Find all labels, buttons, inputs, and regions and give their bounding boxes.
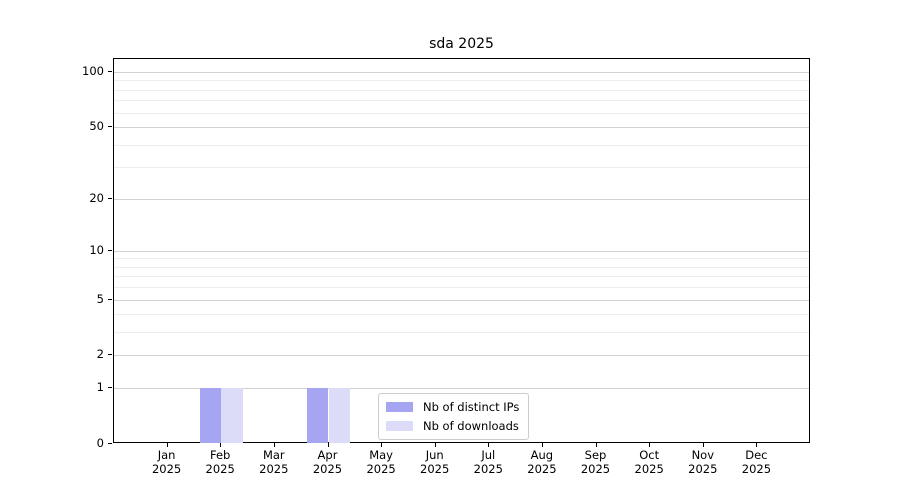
x-tick-mark <box>541 443 543 447</box>
y-gridline-minor <box>114 266 809 268</box>
x-tick-label: Sep 2025 <box>580 448 611 476</box>
y-tick-label: 100 <box>82 64 104 78</box>
y-tick-label: 50 <box>89 119 104 134</box>
legend-label: Nb of downloads <box>423 419 519 433</box>
x-tick-mark <box>649 443 651 447</box>
y-gridline-major <box>114 250 809 252</box>
x-tick-label: Feb 2025 <box>205 448 235 476</box>
y-tick-label: 0 <box>96 436 104 450</box>
x-tick-mark <box>327 443 329 447</box>
x-tick-label: Aug 2025 <box>527 448 557 476</box>
y-tick-label: 5 <box>96 291 104 306</box>
y-tick-label: 1 <box>96 380 104 395</box>
x-tick-mark <box>434 443 436 447</box>
x-tick-label: Dec 2025 <box>741 448 772 476</box>
bar-nb-of-downloads <box>221 388 243 443</box>
y-gridline-minor <box>114 100 809 102</box>
x-tick-label: Apr 2025 <box>312 448 343 476</box>
x-tick-mark <box>220 443 222 447</box>
plot-area: Nb of distinct IPs Nb of downloads <box>113 58 810 443</box>
legend-swatch-icon <box>386 402 413 412</box>
y-gridline-minor <box>114 287 809 289</box>
y-gridline-major <box>114 299 809 301</box>
x-tick-label: Jun 2025 <box>420 448 450 476</box>
y-tick-mark <box>108 197 112 199</box>
y-gridline-major <box>114 388 809 390</box>
legend-item: Nb of distinct IPs <box>386 399 519 415</box>
y-gridline-major <box>114 355 809 357</box>
x-tick-label: May 2025 <box>366 448 396 476</box>
legend: Nb of distinct IPs Nb of downloads <box>378 393 530 440</box>
y-gridline-minor <box>114 276 809 278</box>
y-tick-mark <box>108 71 112 72</box>
y-gridline-minor <box>114 112 809 114</box>
x-tick-mark <box>756 443 758 447</box>
y-tick-mark <box>108 443 112 444</box>
x-tick-mark <box>595 443 597 447</box>
x-tick-mark <box>381 443 383 447</box>
y-gridline-minor <box>114 314 809 316</box>
x-tick-label: Mar 2025 <box>259 448 289 476</box>
bar-nb-of-distinct-ips <box>199 388 222 443</box>
bar-nb-of-distinct-ips <box>307 388 329 443</box>
x-tick-label: Oct 2025 <box>634 448 664 476</box>
x-tick-mark <box>488 443 490 447</box>
x-tick-label: Nov 2025 <box>688 448 718 476</box>
y-gridline-minor <box>114 89 809 91</box>
y-gridline-minor <box>114 144 809 146</box>
x-tick-mark <box>166 443 168 447</box>
y-tick-mark <box>108 354 112 356</box>
legend-label: Nb of distinct IPs <box>423 400 520 414</box>
y-gridline-minor <box>114 80 809 82</box>
y-gridline-major <box>114 198 809 200</box>
y-gridline-minor <box>114 167 809 169</box>
y-gridline-minor <box>114 258 809 260</box>
y-gridline-major <box>114 127 809 129</box>
y-tick-label: 20 <box>89 190 104 205</box>
x-tick-label: Jan 2025 <box>151 448 182 476</box>
legend-item: Nb of downloads <box>386 418 519 434</box>
chart-title: sda 2025 <box>429 36 494 52</box>
x-tick-mark <box>273 443 275 447</box>
y-tick-mark <box>108 387 112 389</box>
y-tick-mark <box>108 126 112 128</box>
x-tick-label: Jul 2025 <box>473 448 503 476</box>
legend-swatch-icon <box>386 421 413 431</box>
y-tick-mark <box>108 249 112 251</box>
y-gridline-major <box>114 72 809 73</box>
y-gridline-minor <box>114 332 809 334</box>
y-tick-mark <box>108 298 112 300</box>
bar-nb-of-downloads <box>328 388 350 443</box>
y-tick-label: 10 <box>89 242 104 257</box>
x-tick-mark <box>702 443 704 447</box>
y-tick-label: 2 <box>96 347 104 362</box>
